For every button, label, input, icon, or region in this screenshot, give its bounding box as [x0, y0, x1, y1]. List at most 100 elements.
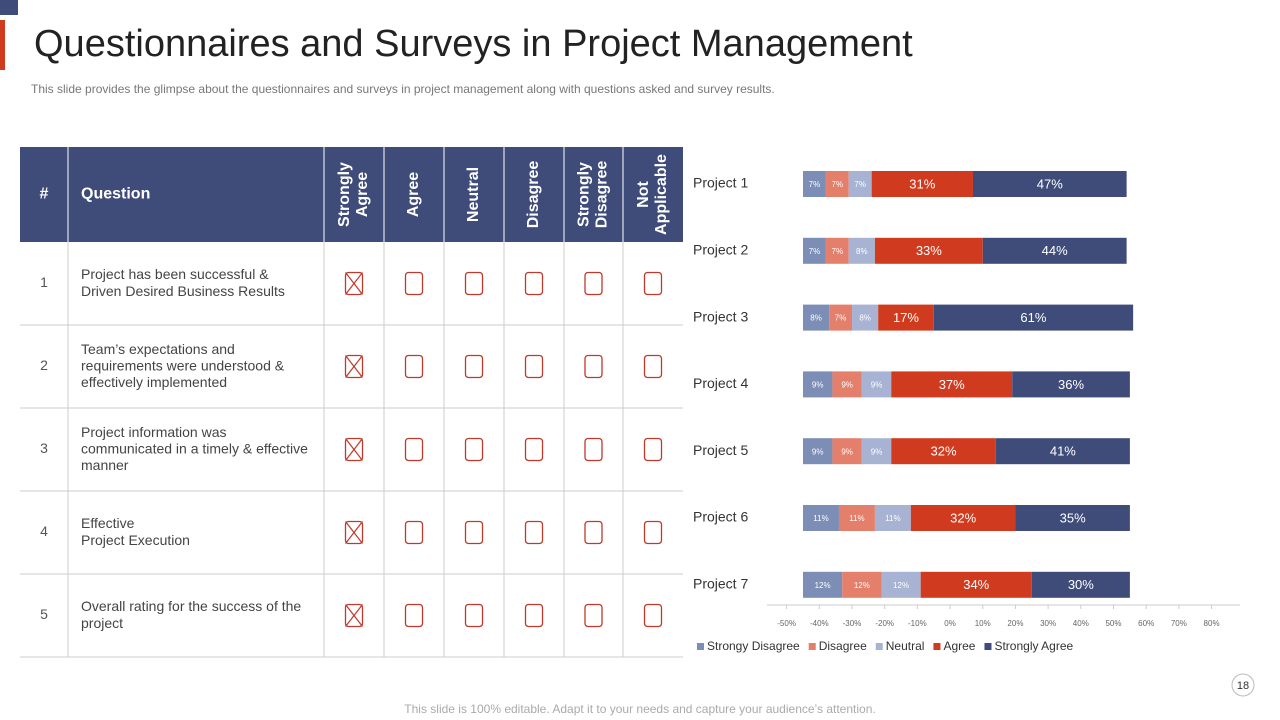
column-header: NotApplicable — [635, 154, 670, 235]
legend-swatch — [808, 643, 816, 650]
bar-segment — [878, 304, 934, 331]
subtitle: This slide provides the glimpse about th… — [31, 82, 775, 96]
bar-segment — [920, 571, 1032, 598]
checkbox — [464, 437, 484, 462]
header-line: Disagree — [594, 161, 611, 229]
segment-label: 8% — [859, 314, 871, 323]
x-tick-label: 60% — [1138, 619, 1154, 628]
row-number: 4 — [40, 523, 48, 539]
segment-label: 12% — [893, 581, 909, 590]
segment-label: 12% — [854, 581, 870, 590]
question-line: effectively implemented — [81, 374, 227, 390]
checkbox — [584, 437, 603, 462]
segment-label: 32% — [950, 510, 976, 525]
question-line: Driven Desired Business Results — [81, 283, 285, 299]
checkbox — [524, 271, 544, 296]
column-header: StronglyDisagree — [576, 161, 611, 229]
header-line: Strongly — [576, 162, 593, 227]
legend-label: Agree — [943, 639, 975, 653]
category-label: Project 6 — [693, 509, 748, 525]
segment-label: 37% — [939, 377, 965, 392]
segment-label: 7% — [809, 180, 821, 189]
row-number: 3 — [40, 440, 48, 456]
question-line: Team’s expectations and — [81, 341, 235, 357]
x-tick-label: 80% — [1204, 619, 1220, 628]
segment-label: 35% — [1060, 510, 1086, 525]
question: Project has been successful & Driven Desi… — [81, 266, 285, 299]
checkbox — [464, 520, 484, 545]
x-tick-label: 50% — [1105, 619, 1121, 628]
bar-segment — [861, 371, 892, 398]
segment-label: 9% — [812, 447, 824, 456]
bar-segment — [803, 438, 833, 465]
question-line: Project information was — [81, 424, 227, 440]
question: Effective Project Execution — [81, 515, 190, 548]
column-header: StronglyAgree — [336, 162, 371, 227]
legend-label: Disagree — [819, 639, 867, 653]
bar-segment — [825, 171, 849, 197]
question-line: project — [81, 615, 123, 631]
segment-label: 8% — [856, 247, 868, 256]
question-line: Project Execution — [81, 532, 190, 548]
segment-label: 32% — [931, 444, 957, 459]
title-accent — [0, 20, 5, 70]
bar-segment — [829, 304, 853, 331]
bar-segment — [972, 171, 1127, 197]
category-label: Project 5 — [693, 442, 748, 458]
x-tick-label: -40% — [810, 619, 829, 628]
checkbox — [404, 271, 424, 296]
header-line: Neutral — [465, 167, 482, 222]
bar-segment — [874, 237, 983, 264]
checkbox — [464, 354, 484, 379]
x-tick-label: 40% — [1073, 619, 1089, 628]
segment-label: 41% — [1050, 444, 1076, 459]
question-line: Effective — [81, 515, 135, 531]
checkbox — [464, 271, 484, 296]
bar-segment — [881, 571, 921, 598]
segment-label: 12% — [815, 581, 831, 590]
segment-label: 11% — [813, 514, 828, 523]
segment-label: 7% — [832, 247, 844, 256]
checkbox — [404, 603, 424, 628]
checkbox — [524, 354, 544, 379]
check-x — [345, 355, 363, 378]
checkbox — [524, 520, 544, 545]
category-label: Project 3 — [693, 308, 748, 324]
bar-segment — [832, 371, 862, 398]
corner-accent — [0, 0, 18, 15]
title: Questionnaires and Surveys in Project Ma… — [34, 23, 913, 65]
bar-segment — [874, 505, 911, 531]
row-number: 2 — [40, 357, 48, 373]
segment-label: 31% — [909, 176, 935, 191]
bar-segment — [832, 438, 862, 465]
x-tick-label: 0% — [944, 619, 956, 628]
segment-label: 7% — [832, 180, 844, 189]
segment-label: 34% — [963, 577, 989, 592]
bar-segment — [995, 438, 1130, 465]
segment-label: 17% — [893, 310, 919, 325]
x-tick-label: -20% — [875, 619, 894, 628]
question-line: communicated in a timely & effective — [81, 440, 308, 456]
bar-segment — [871, 171, 973, 197]
x-tick-label: -50% — [777, 619, 796, 628]
column-header: # — [40, 186, 49, 203]
bar-segment — [848, 237, 875, 264]
legend-label: Strongly Agree — [994, 639, 1073, 653]
checkbox — [584, 520, 603, 545]
category-label: Project 7 — [693, 576, 748, 592]
bar-segment — [803, 571, 843, 598]
bar-segment — [803, 505, 839, 531]
question-line: Overall rating for the success of the — [81, 598, 301, 614]
legend-swatch — [875, 643, 883, 650]
segment-label: 11% — [849, 514, 864, 523]
bar-segment — [842, 571, 882, 598]
checkbox — [643, 520, 663, 545]
segment-label: 8% — [810, 314, 822, 323]
segment-label: 33% — [916, 243, 942, 258]
bar-segment — [1012, 371, 1130, 398]
category-label: Project 1 — [693, 175, 748, 191]
header-line: Not — [635, 181, 652, 208]
legend-label: Strongy Disagree — [707, 639, 800, 653]
checkbox — [464, 603, 484, 628]
